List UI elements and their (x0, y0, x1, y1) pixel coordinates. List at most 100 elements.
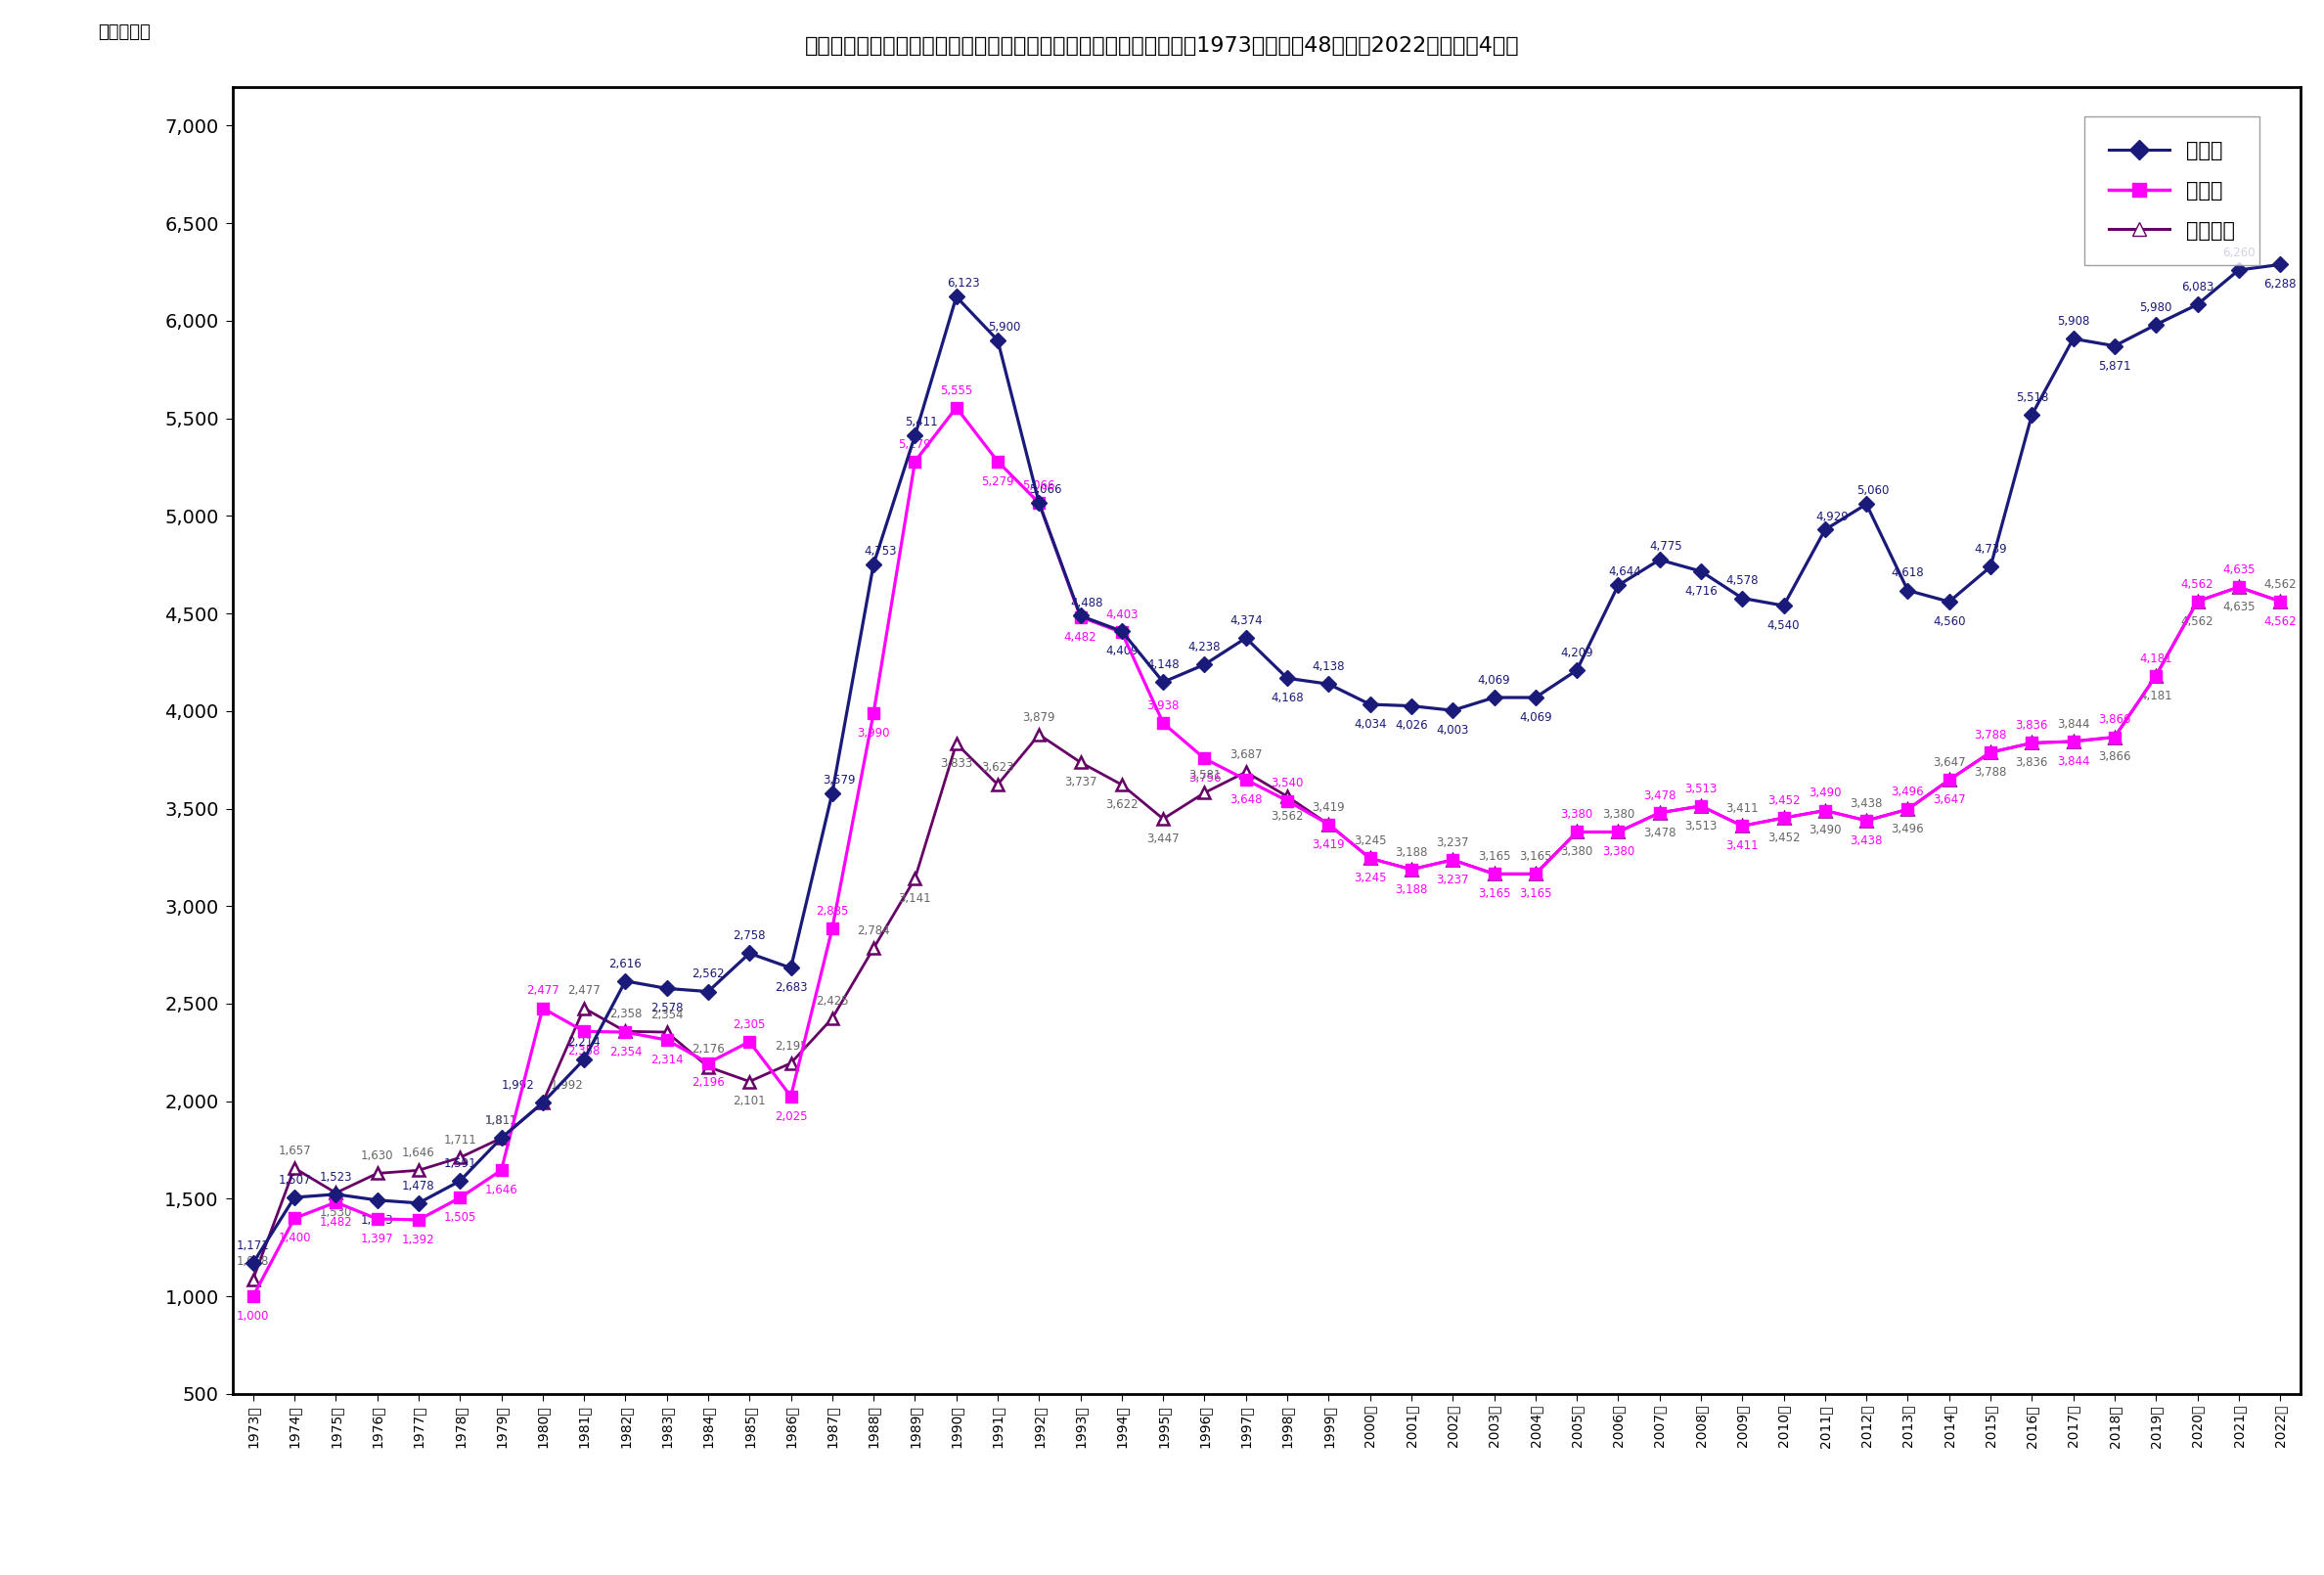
近畿圏 (2017, 734, 2045, 753)
全国平均 (611, 1022, 639, 1041)
全国平均 (1975, 743, 2003, 762)
近畿圏 (1150, 713, 1178, 732)
近畿圏 (983, 452, 1011, 471)
首都圏 (281, 1188, 309, 1206)
近畿圏 (1771, 808, 1799, 827)
全国平均 (1232, 762, 1260, 781)
Text: 4,488: 4,488 (1071, 597, 1104, 610)
Text: 6,260: 6,260 (2222, 246, 2254, 260)
近畿圏 (2059, 732, 2087, 751)
首都圏 (1852, 495, 1880, 513)
近畿圏 (1810, 802, 1838, 821)
Text: 3,579: 3,579 (823, 773, 855, 786)
近畿圏 (1604, 822, 1631, 841)
首都圏 (1357, 695, 1385, 713)
Text: 3,623: 3,623 (981, 761, 1013, 773)
Text: 3,648: 3,648 (1229, 794, 1262, 806)
全国平均 (1852, 811, 1880, 830)
Text: 4,374: 4,374 (1229, 614, 1262, 627)
Text: 3,836: 3,836 (2015, 756, 2047, 769)
Text: 4,635: 4,635 (2222, 564, 2254, 576)
Text: 1,000: 1,000 (237, 1310, 270, 1323)
首都圏 (363, 1191, 390, 1210)
Text: 3,165: 3,165 (1478, 887, 1511, 901)
Text: 3,513: 3,513 (1685, 783, 1717, 795)
Text: 3,687: 3,687 (1229, 748, 1262, 761)
近畿圏 (1357, 849, 1385, 868)
Text: 3,411: 3,411 (1727, 839, 1759, 852)
全国平均 (1729, 816, 1757, 835)
Text: 4,482: 4,482 (1064, 630, 1097, 643)
Text: 3,866: 3,866 (2099, 713, 2131, 726)
Text: 3,438: 3,438 (1850, 835, 1882, 847)
首都圏 (734, 943, 762, 962)
Text: 3,496: 3,496 (1892, 822, 1924, 836)
Line: 全国平均: 全国平均 (246, 581, 2287, 1285)
Text: 4,716: 4,716 (1685, 584, 1717, 597)
Text: 5,908: 5,908 (2057, 315, 2089, 328)
Text: 4,560: 4,560 (1934, 616, 1966, 628)
Text: 1,392: 1,392 (402, 1233, 435, 1246)
Text: 3,647: 3,647 (1934, 756, 1966, 769)
Text: 新築マンション平均価格の年次別推移表（全国・首都圏・近畿圏）1973年（昭和48年）～2022年（令和4年）: 新築マンション平均価格の年次別推移表（全国・首都圏・近畿圏）1973年（昭和48… (804, 36, 1520, 55)
Text: 3,836: 3,836 (2015, 720, 2047, 732)
全国平均 (653, 1022, 681, 1041)
近畿圏 (1480, 865, 1508, 884)
首都圏 (1480, 688, 1508, 707)
首都圏 (860, 554, 888, 573)
首都圏 (1562, 661, 1590, 680)
Text: 4,403: 4,403 (1106, 610, 1139, 622)
Text: 5,060: 5,060 (1857, 485, 1889, 498)
Text: 1,530: 1,530 (318, 1206, 353, 1219)
Text: 3,990: 3,990 (858, 726, 890, 739)
Text: 3,380: 3,380 (1562, 846, 1592, 858)
首都圏 (488, 1129, 516, 1148)
Text: 5,066: 5,066 (1023, 479, 1055, 491)
全国平均 (1522, 865, 1550, 884)
首都圏 (1729, 589, 1757, 608)
Text: 3,452: 3,452 (1766, 832, 1801, 844)
Text: 3,380: 3,380 (1562, 808, 1592, 821)
全国平均 (2017, 734, 2045, 753)
Text: 3,188: 3,188 (1394, 846, 1427, 858)
Text: 1,493: 1,493 (360, 1214, 393, 1227)
Text: 1,171: 1,171 (237, 1240, 270, 1252)
全国平均 (1315, 814, 1343, 833)
Text: 1,992: 1,992 (502, 1079, 535, 1091)
近畿圏 (2266, 592, 2294, 611)
首都圏 (1232, 628, 1260, 647)
首都圏 (1439, 701, 1466, 720)
首都圏 (2017, 405, 2045, 424)
Text: 2,477: 2,477 (567, 984, 600, 997)
Text: 3,513: 3,513 (1685, 819, 1717, 832)
Text: 1,992: 1,992 (551, 1079, 583, 1091)
首都圏 (695, 983, 723, 1002)
Text: 3,879: 3,879 (1023, 710, 1055, 724)
Text: 6,288: 6,288 (2264, 279, 2296, 291)
Text: 単位：万円: 単位：万円 (98, 24, 151, 41)
Text: 1,523: 1,523 (318, 1170, 353, 1183)
全国平均 (446, 1148, 474, 1167)
Text: 4,578: 4,578 (1727, 575, 1759, 587)
Text: 5,411: 5,411 (906, 416, 939, 428)
Text: 3,540: 3,540 (1271, 776, 1304, 791)
Line: 首都圏: 首都圏 (249, 260, 2284, 1268)
Text: 4,753: 4,753 (865, 545, 897, 558)
Text: 4,138: 4,138 (1313, 660, 1346, 673)
首都圏 (569, 1051, 597, 1069)
Text: 4,562: 4,562 (2180, 614, 2215, 627)
首都圏 (1522, 688, 1550, 707)
首都圏 (611, 972, 639, 991)
首都圏 (1150, 673, 1178, 691)
全国平均 (363, 1164, 390, 1183)
全国平均 (1439, 851, 1466, 869)
近畿圏 (1975, 743, 2003, 762)
Text: 3,496: 3,496 (1892, 786, 1924, 799)
近畿圏 (446, 1188, 474, 1206)
近畿圏 (1522, 865, 1550, 884)
首都圏 (1975, 558, 2003, 576)
近畿圏 (776, 1087, 804, 1106)
近畿圏 (488, 1161, 516, 1180)
近畿圏 (2143, 666, 2171, 685)
近畿圏 (569, 1022, 597, 1041)
